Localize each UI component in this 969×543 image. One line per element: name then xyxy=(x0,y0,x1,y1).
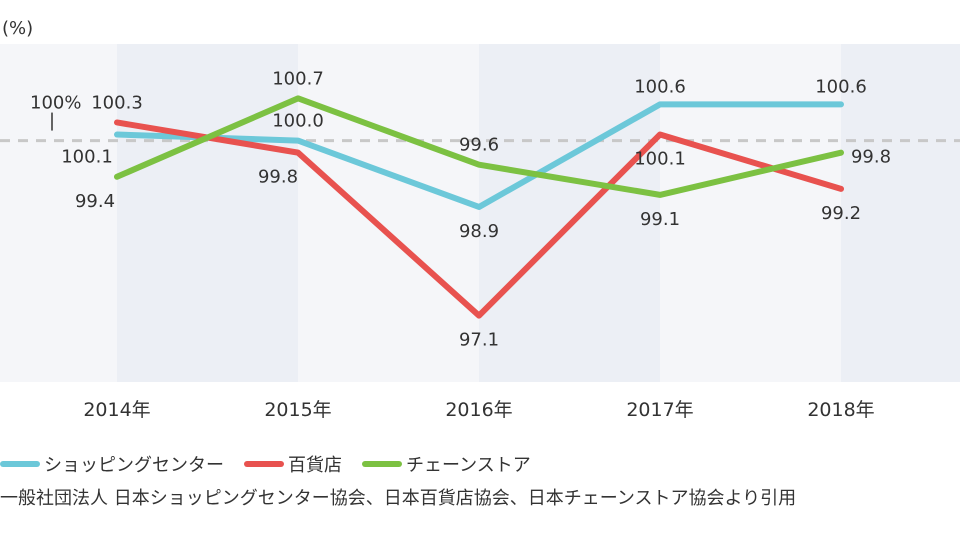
shaded-band xyxy=(841,44,960,382)
data-label-chain-store: 99.1 xyxy=(640,209,680,230)
x-tick-label: 2014年 xyxy=(83,399,150,421)
legend-swatch-shopping-center xyxy=(0,461,40,467)
data-labels: 100.1 100.0 98.9 100.6 100.6 100.3 99.8 97.1 100… xyxy=(61,68,891,350)
series-line-chain-store xyxy=(114,95,844,198)
data-label-shopping-center: 100.1 xyxy=(61,147,113,168)
data-label-shopping-center: 100.6 xyxy=(634,76,686,97)
legend-item-shopping-center: ショッピングセンター xyxy=(0,451,224,477)
background-bands xyxy=(0,44,960,382)
legend-swatch-department-store xyxy=(244,461,284,467)
data-label-department-store: 99.2 xyxy=(821,203,861,224)
data-label-shopping-center: 100.0 xyxy=(272,111,324,132)
legend-item-department-store: 百貨店 xyxy=(244,451,342,477)
series-lines xyxy=(114,95,844,319)
unit-label: (%) xyxy=(2,18,34,39)
x-tick-label: 2018年 xyxy=(807,399,874,421)
legend-label-shopping-center: ショッピングセンター xyxy=(44,455,224,476)
data-label-chain-store: 99.4 xyxy=(75,191,115,212)
x-tick-label: 2016年 xyxy=(445,399,512,421)
legend-item-chain-store: チェーンストア xyxy=(362,451,531,477)
legend-swatch-chain-store xyxy=(362,461,402,467)
data-label-chain-store: 100.7 xyxy=(272,68,324,89)
reference-line: 100% xyxy=(0,93,960,143)
reference-label: 100% xyxy=(30,93,81,114)
data-label-department-store: 97.1 xyxy=(459,330,499,351)
data-label-department-store: 100.1 xyxy=(634,149,686,170)
shaded-band xyxy=(117,44,298,382)
x-tick-label: 2017年 xyxy=(626,399,693,421)
data-label-department-store: 99.8 xyxy=(258,167,298,188)
data-label-department-store: 100.3 xyxy=(91,92,143,113)
series-line-shopping-center xyxy=(114,101,844,210)
legend-label-chain-store: チェーンストア xyxy=(406,455,531,476)
x-tick-label: 2015年 xyxy=(264,399,331,421)
shaded-band xyxy=(479,44,660,382)
data-label-shopping-center: 100.6 xyxy=(815,76,867,97)
legend: ショッピングセンター 百貨店 チェーンストア xyxy=(0,452,551,476)
legend-label-department-store: 百貨店 xyxy=(288,455,342,476)
data-label-chain-store: 99.6 xyxy=(459,135,499,156)
x-axis-ticks: 2014年 2015年 2016年 2017年 2018年 xyxy=(83,399,874,421)
series-line-department-store xyxy=(114,119,844,319)
data-label-chain-store: 99.8 xyxy=(851,147,891,168)
source-note: 一般社団法人 日本ショッピングセンター協会、日本百貨店協会、日本チェーンストア協… xyxy=(0,488,797,509)
data-label-shopping-center: 98.9 xyxy=(459,221,499,242)
line-chart: 100% 100.1 100.0 98.9 100.6 100.6 100.3 99.8 97… xyxy=(0,44,960,421)
